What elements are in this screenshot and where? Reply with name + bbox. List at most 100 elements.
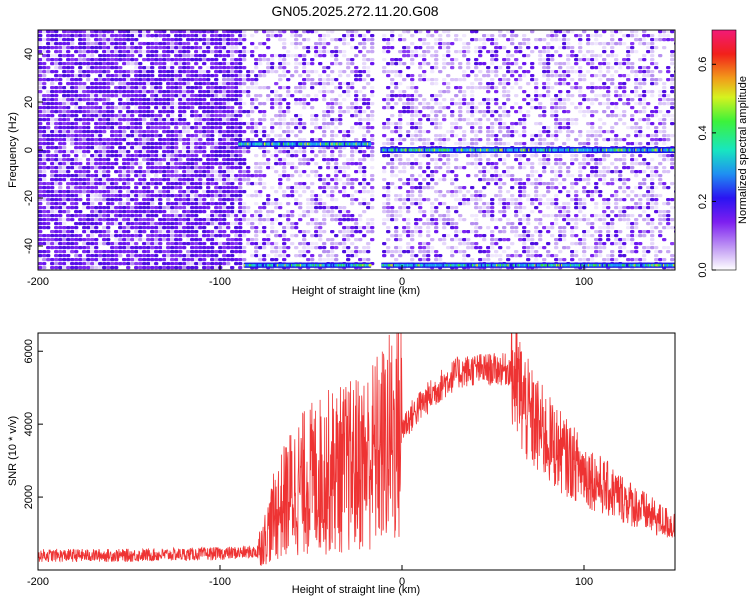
heatmap-cell <box>98 158 103 162</box>
heatmap-cell <box>142 218 147 222</box>
heatmap-cell <box>362 34 367 38</box>
heatmap-cell <box>50 62 55 66</box>
heatmap-cell <box>494 174 499 178</box>
heatmap-cell <box>430 218 435 222</box>
heatmap-cell <box>478 82 483 86</box>
heatmap-cell <box>402 54 407 58</box>
heatmap-cell <box>422 114 427 118</box>
heatmap-cell <box>338 214 343 218</box>
heatmap-cell <box>410 166 415 170</box>
heatmap-cell <box>310 98 315 102</box>
heatmap-cell <box>418 74 423 78</box>
heatmap-cell <box>210 134 215 138</box>
heatmap-cell <box>302 30 307 34</box>
heatmap-cell <box>510 38 515 42</box>
heatmap-cell <box>250 218 255 222</box>
heatmap-cell <box>50 30 55 34</box>
heatmap-cell <box>202 246 207 250</box>
heatmap-cell <box>322 50 327 54</box>
heatmap-cell <box>182 122 187 126</box>
heatmap-cell <box>414 114 419 118</box>
heatmap-cell <box>390 82 395 86</box>
heatmap-cell <box>454 94 459 98</box>
heatmap-cell <box>162 254 167 258</box>
heatmap-cell <box>58 42 63 46</box>
heatmap-cell <box>266 238 271 242</box>
heatmap-cell <box>302 94 307 98</box>
heatmap-cell <box>122 166 127 170</box>
heatmap-cell <box>350 186 355 190</box>
heatmap-cell <box>294 182 299 186</box>
heatmap-cell <box>450 254 455 258</box>
heatmap-cell <box>190 182 195 186</box>
heatmap-cell <box>170 230 175 234</box>
heatmap-cell <box>102 146 107 150</box>
heatmap-cell <box>462 142 467 146</box>
heatmap-cell <box>334 234 339 238</box>
heatmap-cell <box>418 242 423 246</box>
heatmap-cell <box>462 186 467 190</box>
heatmap-cell <box>42 138 47 142</box>
heatmap-cell <box>74 102 79 106</box>
heatmap-cell <box>330 138 335 142</box>
heatmap-cell <box>150 66 155 70</box>
heatmap-cell <box>266 234 271 238</box>
heatmap-cell <box>46 194 51 198</box>
heatmap-cell <box>210 218 215 222</box>
heatmap-cell <box>82 174 87 178</box>
heatmap-cell <box>258 194 263 198</box>
heatmap-cell <box>186 106 191 110</box>
heatmap-cell <box>310 70 315 74</box>
heatmap-cell <box>454 190 459 194</box>
heatmap-cell <box>62 166 67 170</box>
heatmap-cell <box>62 66 67 70</box>
heatmap-cell <box>86 182 91 186</box>
heatmap-cell <box>178 78 183 82</box>
heatmap-cell <box>262 126 267 130</box>
heatmap-cell <box>418 46 423 50</box>
heatmap-cell <box>46 146 51 150</box>
heatmap-cell <box>114 138 119 142</box>
heatmap-cell <box>54 226 59 230</box>
heatmap-cell <box>110 106 115 110</box>
heatmap-cell <box>262 186 267 190</box>
heatmap-cell <box>154 46 159 50</box>
heatmap-cell <box>122 118 127 122</box>
heatmap-cell <box>282 130 287 134</box>
heatmap-cell <box>282 230 287 234</box>
heatmap-cell <box>222 174 227 178</box>
heatmap-cell <box>170 74 175 78</box>
heatmap-cell <box>206 30 211 34</box>
heatmap-cell <box>158 222 163 226</box>
heatmap-cell <box>74 158 79 162</box>
heatmap-cell <box>382 206 387 210</box>
heatmap-cell <box>230 70 235 74</box>
heatmap-cell <box>398 122 403 126</box>
heatmap-cell <box>334 206 339 210</box>
heatmap-cell <box>58 178 63 182</box>
heatmap-cell <box>278 86 283 90</box>
heatmap-cell <box>430 98 435 102</box>
heatmap-cell <box>114 206 119 210</box>
heatmap-cell <box>130 258 135 262</box>
heatmap-cell <box>350 234 355 238</box>
heatmap-cell <box>118 58 123 62</box>
heatmap-cell <box>402 90 407 94</box>
heatmap-cell <box>470 114 475 118</box>
heatmap-cell <box>62 34 67 38</box>
heatmap-cell <box>322 70 327 74</box>
heatmap-cell <box>118 138 123 142</box>
heatmap-cell <box>170 134 175 138</box>
heatmap-cell <box>54 218 59 222</box>
heatmap-cell <box>150 190 155 194</box>
heatmap-cell <box>214 54 219 58</box>
heatmap-cell <box>370 150 375 154</box>
heatmap-cell <box>202 130 207 134</box>
heatmap-cell <box>418 174 423 178</box>
heatmap-cell <box>74 186 79 190</box>
heatmap-cell <box>238 86 243 90</box>
heatmap-cell <box>170 214 175 218</box>
heatmap-cell <box>210 170 215 174</box>
heatmap-cell <box>290 94 295 98</box>
heatmap-cell <box>82 46 87 50</box>
